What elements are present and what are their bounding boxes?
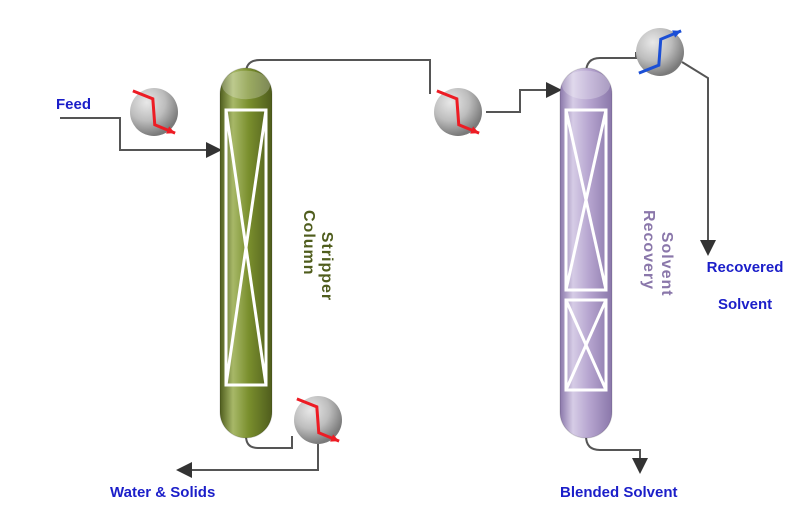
label-recovered-l2: Solvent <box>718 296 772 313</box>
flow-hx2ToCol2Top <box>486 90 558 112</box>
heat-exchanger-1 <box>434 88 482 136</box>
vlabel-stripper-l2: Column <box>300 210 317 276</box>
solvent-recovery-column <box>560 68 612 438</box>
flow-col1TopToHX2 <box>246 60 430 94</box>
stripper-column <box>220 68 272 438</box>
diagram-stage: Feed Water & Solids Blended Solvent Reco… <box>0 0 800 522</box>
heat-exchanger-3 <box>636 28 684 76</box>
vlabel-solvent-l1: Solvent <box>658 232 675 297</box>
columns-group <box>220 68 612 438</box>
flow-col2BotOut <box>586 436 640 470</box>
label-blended-solvent: Blended Solvent <box>560 484 678 501</box>
label-recovered-l1: Recovered <box>707 259 784 276</box>
label-feed: Feed <box>56 96 91 113</box>
label-water-solids: Water & Solids <box>110 484 215 501</box>
vlabel-solvent-recovery: Solvent Recovery <box>621 210 693 297</box>
heat-exchanger-0 <box>130 88 178 136</box>
flow-col1BotToHX3 <box>246 436 292 448</box>
label-recovered-solvent: Recovered Solvent <box>690 240 783 334</box>
heat-exchanger-2 <box>294 396 342 444</box>
vlabel-stripper-l1: Stripper <box>318 232 335 301</box>
vlabel-solvent-l2: Recovery <box>640 210 657 290</box>
vlabel-stripper-column: Stripper Column <box>281 210 353 301</box>
flow-hx3ToWS <box>180 444 318 470</box>
